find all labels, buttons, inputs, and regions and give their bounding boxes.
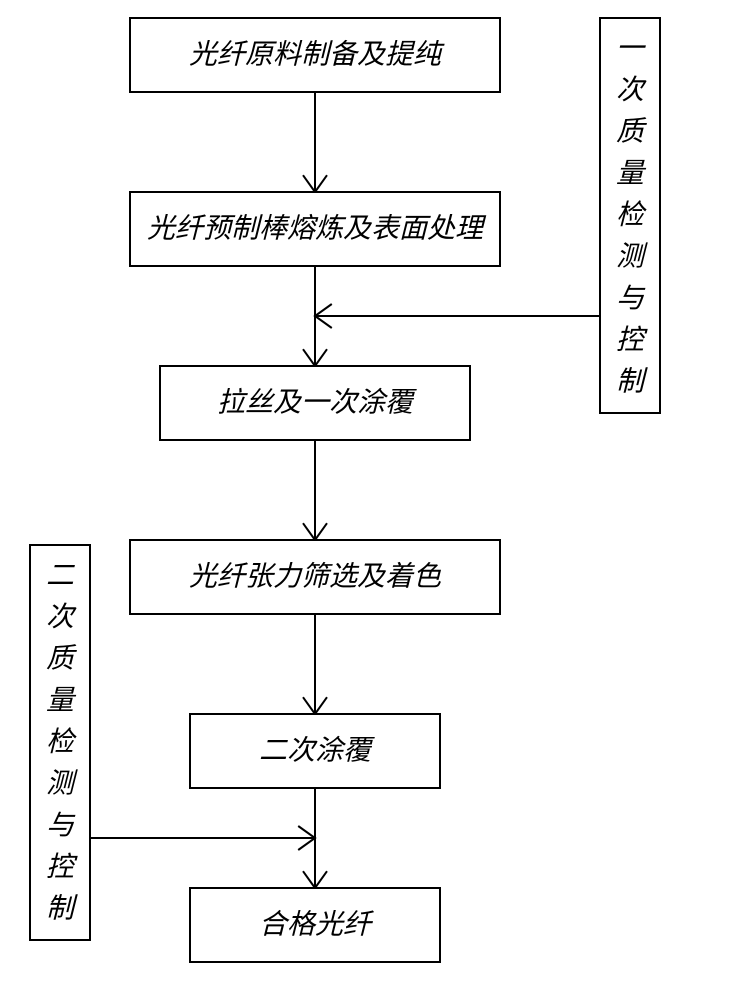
process-node: 合格光纤 — [190, 888, 440, 962]
process-node-label: 拉丝及一次涂覆 — [217, 387, 417, 418]
quality-control-node: 一次质量检测与控制 — [600, 18, 660, 413]
quality-control-label-char: 检 — [616, 200, 647, 231]
quality-control-label-char: 检 — [46, 727, 77, 758]
quality-control-label-char: 次 — [46, 602, 77, 633]
process-node-label: 光纤预制棒熔炼及表面处理 — [147, 213, 487, 244]
quality-control-label-char: 量 — [46, 685, 77, 716]
quality-control-label-char: 测 — [616, 242, 648, 273]
quality-control-label-char: 二 — [46, 560, 75, 591]
process-node-label: 光纤原料制备及提纯 — [189, 39, 445, 70]
quality-control-node: 二次质量检测与控制 — [30, 545, 90, 940]
process-node: 光纤预制棒熔炼及表面处理 — [130, 192, 500, 266]
process-node: 拉丝及一次涂覆 — [160, 366, 470, 440]
quality-control-label-char: 质 — [616, 117, 647, 148]
process-node: 光纤张力筛选及着色 — [130, 540, 500, 614]
quality-control-label-char: 一 — [616, 33, 646, 64]
process-node: 光纤原料制备及提纯 — [130, 18, 500, 92]
quality-control-label-char: 与 — [46, 810, 76, 841]
process-node: 二次涂覆 — [190, 714, 440, 788]
quality-control-label-char: 控 — [46, 852, 78, 883]
quality-control-label-char: 与 — [616, 283, 646, 314]
process-node-label: 合格光纤 — [259, 909, 375, 940]
process-node-label: 二次涂覆 — [259, 735, 375, 766]
quality-control-label-char: 制 — [46, 894, 78, 925]
quality-control-label-char: 质 — [46, 644, 77, 675]
quality-control-label-char: 控 — [616, 325, 648, 356]
process-node-label: 光纤张力筛选及着色 — [189, 561, 442, 592]
flowchart-canvas: 光纤原料制备及提纯光纤预制棒熔炼及表面处理拉丝及一次涂覆光纤张力筛选及着色二次涂… — [0, 0, 734, 1000]
quality-control-label-char: 制 — [616, 367, 648, 398]
quality-control-label-char: 次 — [616, 75, 647, 106]
quality-control-label-char: 测 — [46, 769, 78, 800]
quality-control-label-char: 量 — [616, 158, 647, 189]
